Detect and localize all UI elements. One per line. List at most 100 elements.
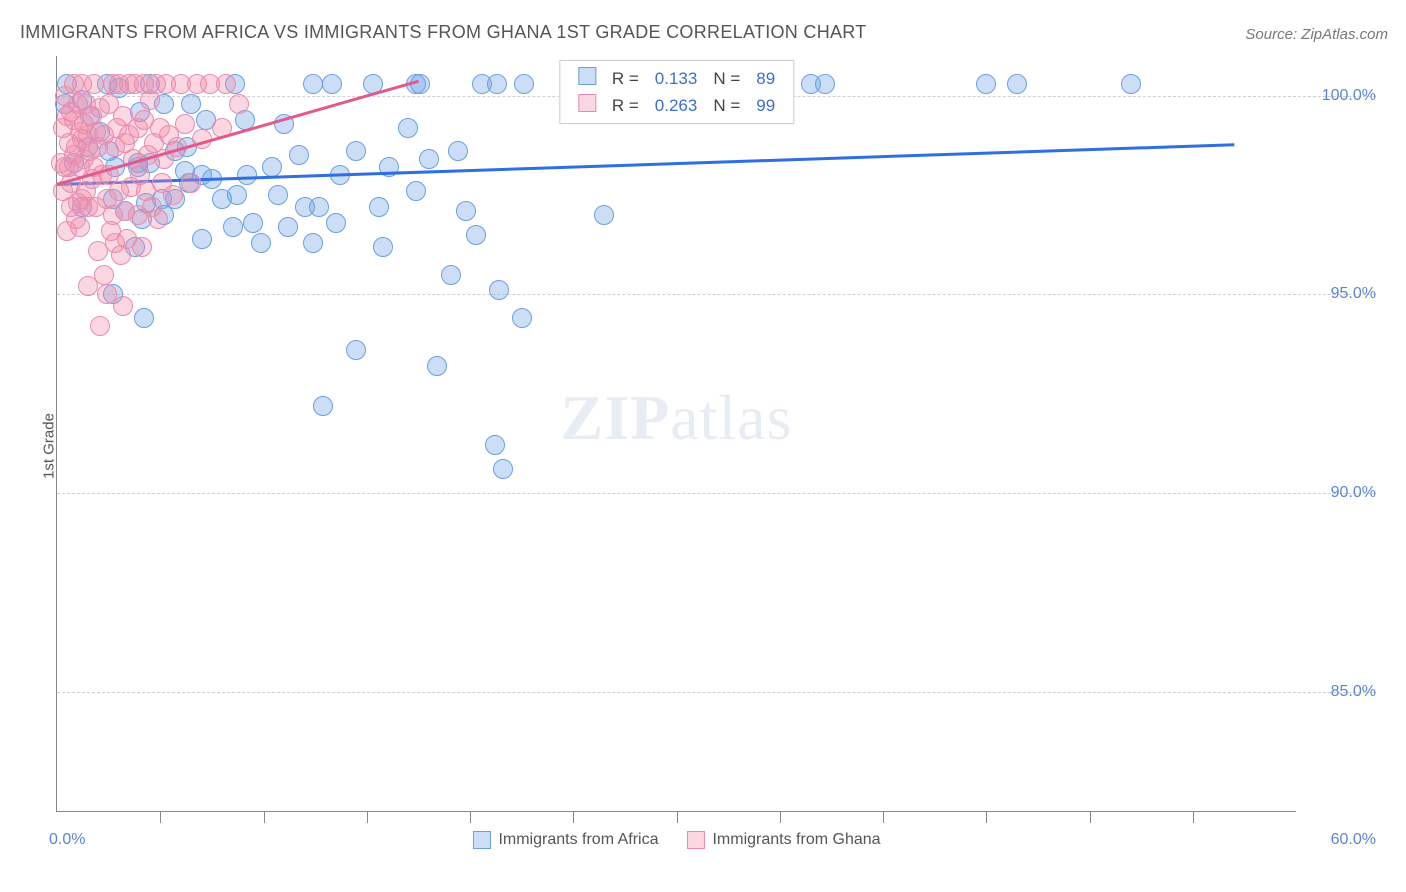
y-tick-label: 85.0% [1331,683,1376,701]
data-point [229,94,249,114]
data-point [594,205,614,225]
data-point [815,74,835,94]
plot-inner: 100.0%95.0%90.0%85.0% [57,56,1296,811]
data-point [268,185,288,205]
data-point [163,185,183,205]
stats-row: R =0.133N =89 [570,65,783,92]
data-point [1121,74,1141,94]
data-point [976,74,996,94]
data-point [175,114,195,134]
data-point [251,233,271,253]
stat-n-value: 99 [748,92,783,119]
data-point [512,308,532,328]
data-point [410,74,430,94]
x-tick [1193,811,1194,823]
data-point [94,265,114,285]
data-point [369,197,389,217]
y-tick-label: 100.0% [1322,87,1376,105]
x-tick [573,811,574,823]
gridline [57,294,1376,295]
data-point [406,181,426,201]
stat-n-label: N = [705,92,748,119]
data-point [427,356,447,376]
data-point [289,145,309,165]
data-point [485,435,505,455]
data-point [419,149,439,169]
data-point [456,201,476,221]
legend-item: Immigrants from Ghana [686,831,880,849]
data-point [262,157,282,177]
chart-container: IMMIGRANTS FROM AFRICA VS IMMIGRANTS FRO… [0,0,1406,892]
data-point [313,396,333,416]
legend-swatch [472,831,490,849]
data-point [303,233,323,253]
x-axis-legend: Immigrants from Africa Immigrants from Gh… [472,831,880,849]
legend-label: Immigrants from Ghana [712,831,880,849]
data-point [346,141,366,161]
data-point [90,316,110,336]
stat-r-value: 0.263 [647,92,706,119]
legend-swatch [578,67,596,85]
stats-legend-box: R =0.133N =89R =0.263N =99 [559,60,794,124]
x-axis-max-label: 60.0% [1331,831,1376,849]
data-point [466,225,486,245]
trend-line [57,143,1234,185]
plot-area: 100.0%95.0%90.0%85.0% ZIPatlas R =0.133N… [56,56,1296,812]
x-tick [367,811,368,823]
x-tick [780,811,781,823]
data-point [489,280,509,300]
x-tick [986,811,987,823]
data-point [243,213,263,233]
source-credit: Source: ZipAtlas.com [1245,26,1388,43]
stat-r-value: 0.133 [647,65,706,92]
y-axis-label: 1st Grade [40,413,57,479]
data-point [192,229,212,249]
data-point [303,74,323,94]
x-tick [1090,811,1091,823]
data-point [514,74,534,94]
data-point [132,237,152,257]
data-point [216,74,236,94]
legend-item: Immigrants from Africa [472,831,658,849]
data-point [309,197,329,217]
data-point [227,185,247,205]
data-point [322,74,342,94]
stat-n-value: 89 [748,65,783,92]
data-point [373,237,393,257]
data-point [1007,74,1027,94]
y-tick-label: 95.0% [1331,285,1376,303]
data-point [278,217,298,237]
stat-n-label: N = [705,65,748,92]
legend-label: Immigrants from Africa [498,831,658,849]
data-point [84,74,104,94]
data-point [493,459,513,479]
stat-r-label: R = [604,65,647,92]
gridline [57,493,1376,494]
x-tick [677,811,678,823]
legend-swatch [578,94,596,112]
x-tick [470,811,471,823]
x-axis-min-label: 0.0% [49,831,85,849]
source-name: ZipAtlas.com [1301,26,1388,43]
data-point [448,141,468,161]
data-point [487,74,507,94]
gridline [57,692,1376,693]
x-tick [160,811,161,823]
stats-table: R =0.133N =89R =0.263N =99 [570,65,783,119]
x-tick [883,811,884,823]
data-point [181,173,201,193]
data-point [326,213,346,233]
data-point [134,308,154,328]
data-point [441,265,461,285]
data-point [398,118,418,138]
data-point [70,217,90,237]
legend-swatch [686,831,704,849]
data-point [113,296,133,316]
y-tick-label: 90.0% [1331,484,1376,502]
chart-title: IMMIGRANTS FROM AFRICA VS IMMIGRANTS FRO… [20,22,867,43]
source-prefix: Source: [1245,26,1301,43]
x-tick [264,811,265,823]
data-point [181,94,201,114]
data-point [237,165,257,185]
data-point [148,209,168,229]
